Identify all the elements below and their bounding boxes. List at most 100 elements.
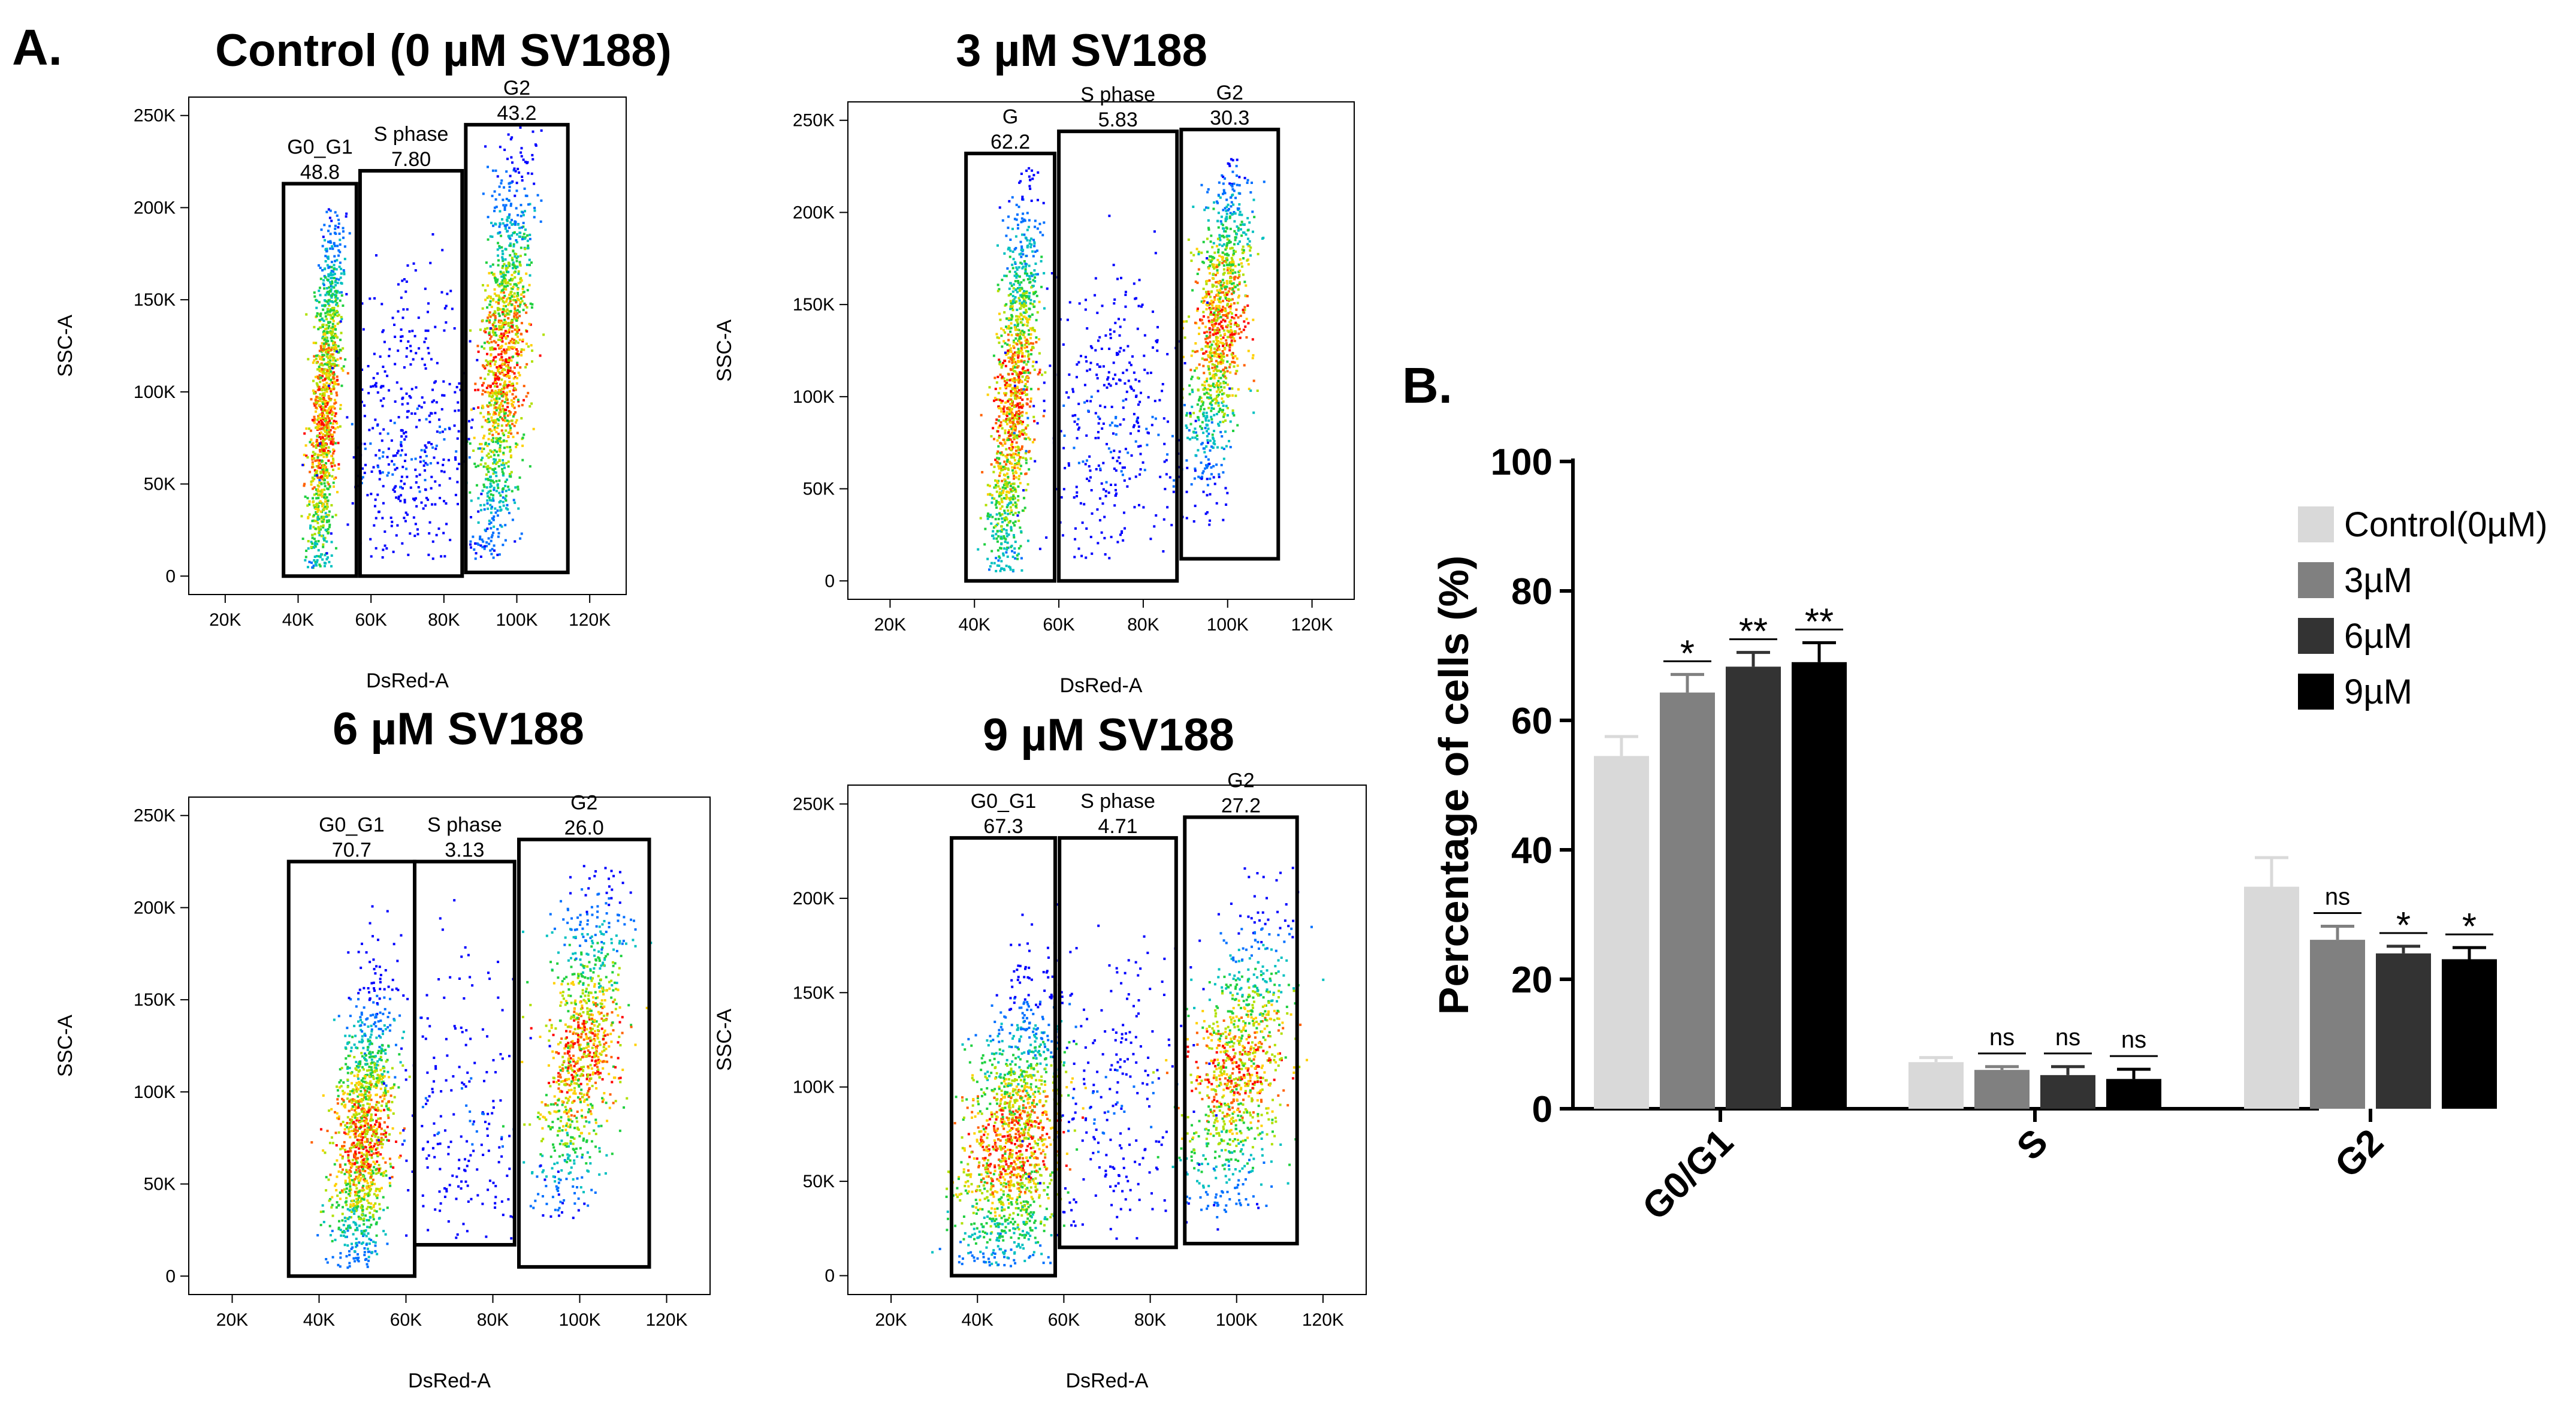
scatter-point — [1230, 158, 1233, 161]
scatter-point — [1212, 263, 1215, 266]
scatter-point — [1201, 472, 1204, 475]
scatter-point — [402, 308, 405, 311]
scatter-point — [1201, 261, 1204, 264]
scatter-point — [487, 438, 490, 440]
scatter-point — [375, 547, 378, 550]
scatter-point — [328, 289, 331, 292]
scatter-point — [1199, 408, 1202, 411]
scatter-point — [469, 442, 472, 445]
scatter-point — [303, 432, 306, 435]
scatter-point — [1230, 319, 1233, 322]
scatter-point — [331, 475, 334, 478]
scatter-point — [503, 348, 506, 351]
scatter-point — [329, 359, 332, 362]
scatter-point — [1031, 342, 1034, 345]
scatter-point — [417, 485, 420, 488]
scatter-point — [331, 359, 334, 362]
scatter-point — [1218, 391, 1221, 394]
scatter-point — [1001, 345, 1004, 348]
scatter-point — [333, 286, 336, 289]
scatter-point — [1224, 288, 1227, 291]
scatter-point — [1007, 339, 1010, 342]
scatter-point — [1001, 479, 1004, 482]
scatter-point — [322, 323, 325, 326]
scatter-point — [999, 373, 1002, 376]
scatter-point — [442, 463, 445, 466]
scatter-point — [502, 296, 505, 299]
scatter-point — [324, 512, 327, 515]
scatter-point — [1029, 337, 1032, 340]
scatter-point — [1013, 248, 1016, 251]
scatter-point — [496, 483, 499, 486]
scatter-point — [330, 288, 333, 291]
scatter-point — [1015, 276, 1018, 279]
scatter-point — [993, 497, 996, 500]
scatter-point — [337, 313, 340, 316]
scatter-point — [482, 406, 485, 409]
scatter-point — [315, 342, 318, 345]
scatter-point — [997, 445, 1000, 448]
scatter-point — [1223, 309, 1226, 312]
scatter-point — [321, 448, 324, 451]
scatter-point — [480, 493, 483, 496]
scatter-point — [1031, 328, 1034, 331]
scatter-point — [424, 287, 427, 290]
scatter-point — [1033, 368, 1036, 371]
scatter-points — [977, 158, 1266, 573]
scatter-point — [1010, 526, 1013, 529]
scatter-point — [1221, 446, 1224, 449]
scatter-point — [1020, 414, 1023, 417]
scatter-point — [1233, 252, 1236, 255]
scatter-point — [492, 451, 495, 454]
scatter-point — [505, 350, 508, 353]
scatter-point — [518, 171, 521, 174]
scatter-point — [1247, 322, 1250, 325]
scatter-point — [496, 294, 499, 297]
scatter-point — [1028, 167, 1031, 170]
scatter-point — [508, 215, 511, 218]
scatter-point — [1246, 181, 1249, 184]
scatter-point — [1249, 254, 1252, 257]
scatter-point — [495, 437, 498, 440]
scatter-point — [998, 467, 1001, 470]
scatter-point — [521, 175, 524, 178]
scatter-point — [1014, 520, 1017, 523]
scatter-point — [1246, 304, 1249, 307]
scatter-point — [1007, 373, 1010, 376]
scatter-point — [379, 432, 382, 435]
scatter-point — [502, 313, 505, 316]
scatter-point — [1024, 265, 1027, 268]
scatter-point — [314, 540, 317, 543]
scatter-point — [381, 330, 384, 333]
scatter-point — [397, 310, 400, 313]
scatter-point — [494, 198, 497, 201]
scatter-point — [473, 436, 476, 439]
scatter-point — [1011, 372, 1014, 375]
scatter-point — [1024, 270, 1027, 273]
scatter-point — [309, 524, 312, 527]
scatter-point — [1206, 416, 1209, 419]
scatter-point — [325, 558, 328, 561]
scatter-point — [1224, 295, 1227, 298]
scatter-point — [488, 523, 491, 526]
scatter-point — [334, 328, 337, 331]
scatter-point — [315, 443, 318, 446]
scatter-point — [1191, 390, 1194, 393]
scatter-point — [1233, 220, 1236, 223]
scatter-point — [1182, 320, 1185, 323]
scatter-point — [496, 254, 499, 257]
scatter-point — [321, 443, 324, 446]
scatter-point — [493, 525, 496, 528]
scatter-point — [333, 464, 336, 467]
scatter-point — [1202, 490, 1205, 493]
scatter-point — [1008, 502, 1011, 505]
scatter-point — [1013, 381, 1016, 384]
scatter-point — [1200, 300, 1203, 303]
scatter-point — [409, 486, 412, 489]
scatter-point — [322, 279, 325, 282]
scatter-point — [487, 238, 490, 241]
scatter-point — [1213, 364, 1216, 367]
scatter-point — [500, 334, 503, 337]
scatter-point — [327, 348, 330, 351]
scatter-point — [330, 339, 333, 342]
